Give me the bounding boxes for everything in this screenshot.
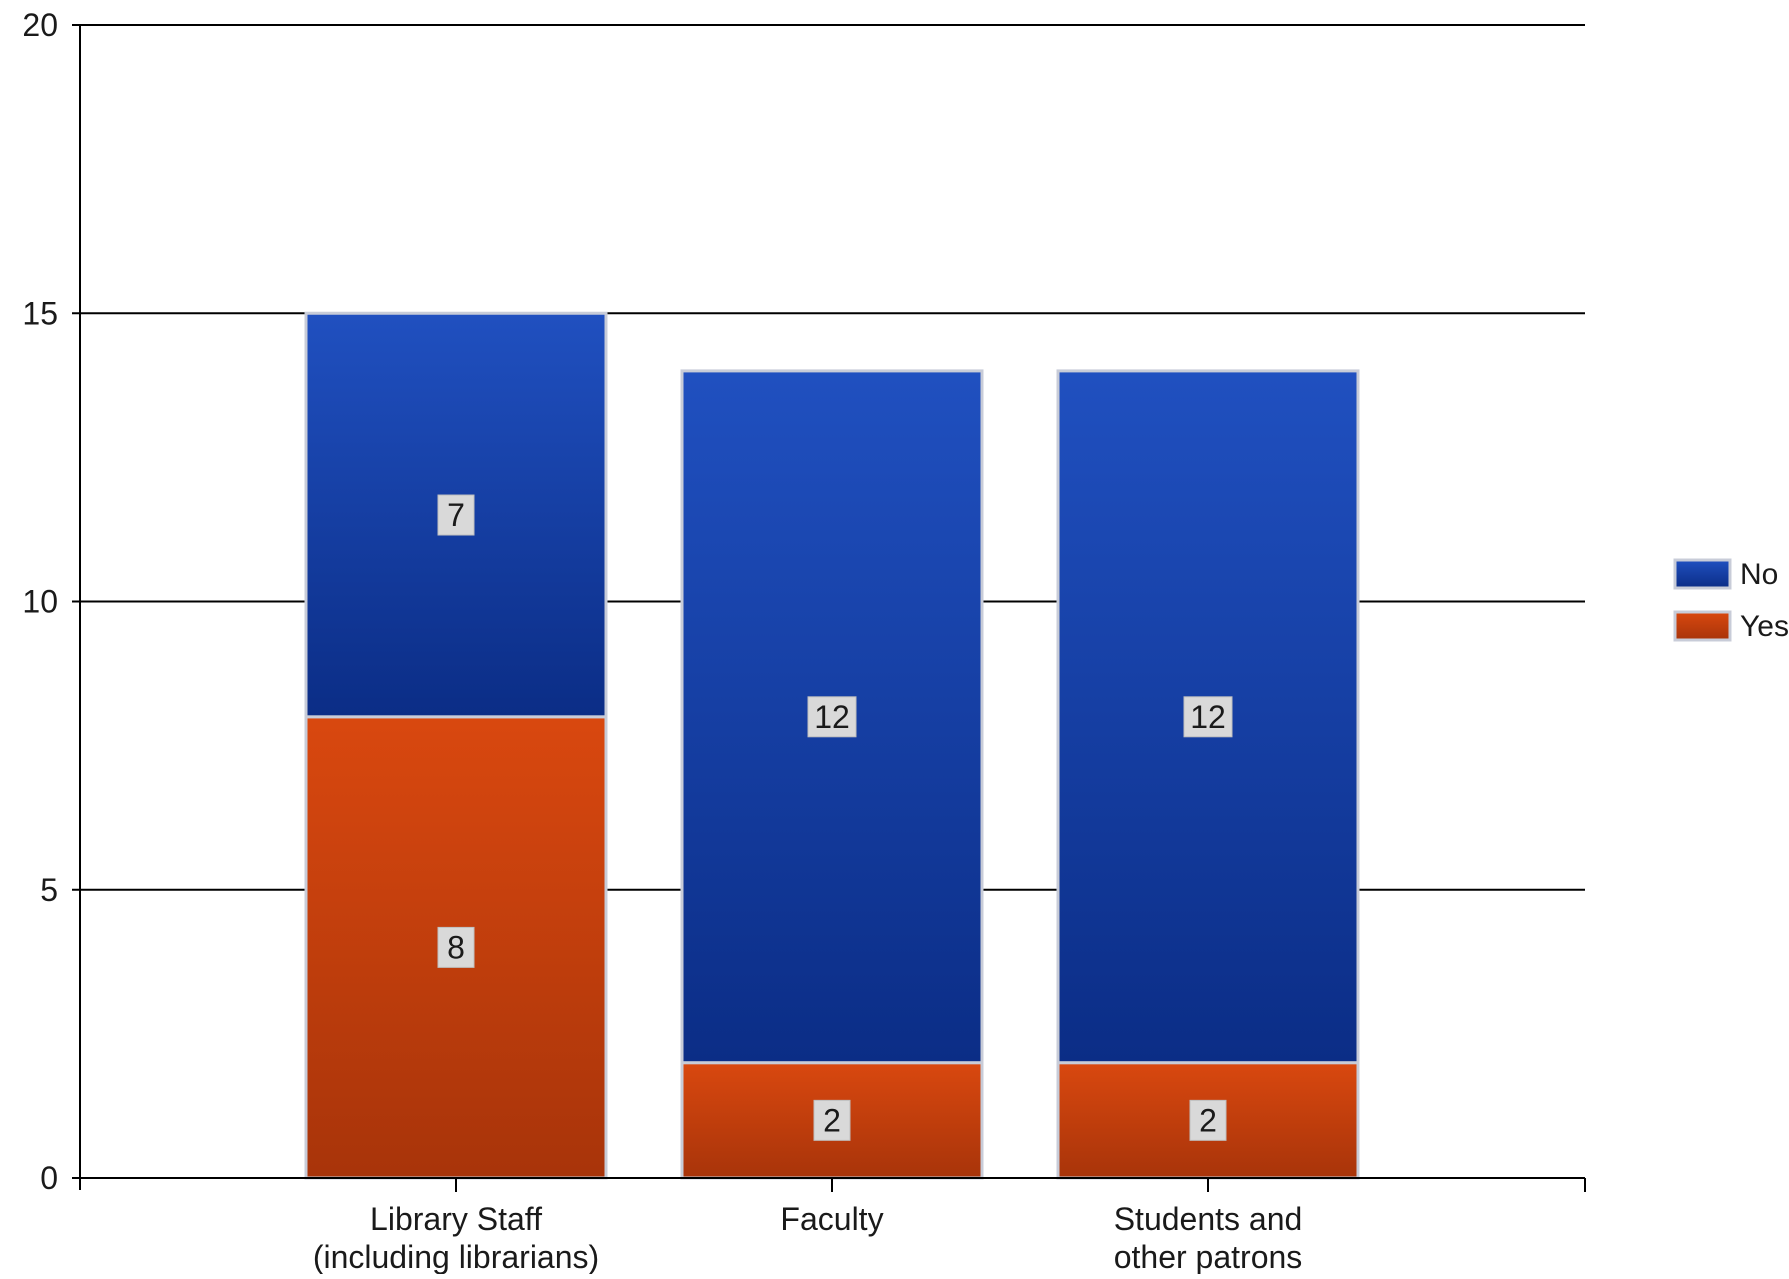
axes: 0 5 10 15 20 Library Staff (including libraria… xyxy=(22,7,1586,1275)
legend-swatch-yes xyxy=(1673,610,1732,642)
data-label-box xyxy=(437,494,475,536)
data-label-box xyxy=(813,1099,851,1141)
legend-label-no: No xyxy=(1740,558,1778,591)
data-labels: 8 7 2 12 2 12 xyxy=(437,494,1233,1141)
x-category-label: Faculty xyxy=(780,1201,883,1237)
data-label: 2 xyxy=(1199,1102,1217,1138)
y-tick-label: 0 xyxy=(40,1160,58,1196)
data-label: 12 xyxy=(814,699,850,735)
legend-swatch-no xyxy=(1673,558,1732,590)
data-label-box xyxy=(1183,696,1233,738)
data-label: 7 xyxy=(447,497,465,533)
data-label-box xyxy=(1189,1099,1227,1141)
y-tick-label: 5 xyxy=(40,872,58,908)
y-tick-label: 10 xyxy=(22,584,58,620)
legend: No Yes xyxy=(1673,558,1789,643)
x-category-label: Students and other patrons xyxy=(1114,1201,1303,1274)
data-label-box xyxy=(437,926,475,968)
legend-label-yes: Yes xyxy=(1740,610,1789,643)
x-category-label: Library Staff (including librarians) xyxy=(313,1201,599,1274)
bars xyxy=(304,311,1360,1180)
y-tick-label: 15 xyxy=(22,295,58,331)
data-label: 8 xyxy=(447,929,465,965)
y-tick-label: 20 xyxy=(22,7,58,43)
data-label-box xyxy=(807,696,857,738)
data-label: 12 xyxy=(1190,699,1226,735)
data-label: 2 xyxy=(823,1102,841,1138)
